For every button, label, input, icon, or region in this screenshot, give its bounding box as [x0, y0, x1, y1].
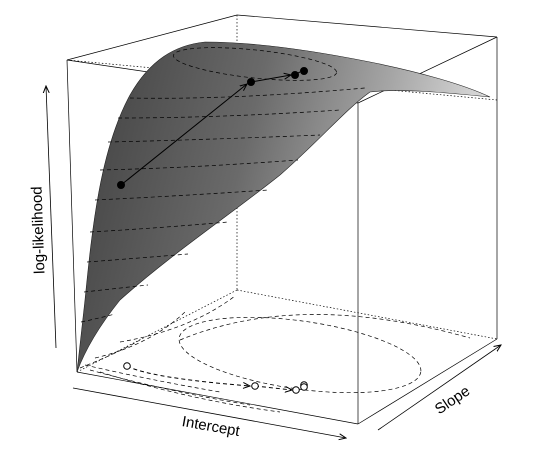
- surface-contour-1: [129, 87, 366, 99]
- likelihood-surface: [76, 41, 491, 373]
- box-edge-floor-right: [357, 338, 498, 425]
- surface-path-step-1: [120, 84, 247, 186]
- floor-optimization-path: [123, 362, 308, 394]
- floor-contour-outer-7: [79, 339, 141, 369]
- surface-optimization-path: [117, 67, 308, 189]
- box-edge-top-back: [236, 14, 498, 38]
- surface-point-2: [247, 78, 255, 86]
- surface-contour-4: [99, 159, 299, 171]
- y-axis-label: Slope: [432, 382, 473, 418]
- y-axis-arrow: [377, 345, 501, 431]
- floor-contour-outer-3: [94, 311, 186, 359]
- surface-contour-8: [83, 284, 149, 293]
- box-edge-top-right: [357, 36, 498, 104]
- surface-contour-5: [94, 189, 269, 201]
- floor-contour-outer-4: [84, 364, 221, 393]
- surface-contour-9: [80, 313, 116, 323]
- surface-point-1: [117, 181, 125, 189]
- surface-contour-3: [107, 134, 321, 143]
- surface-point-3: [291, 71, 299, 79]
- surface-contour-top-ellipse: [173, 47, 337, 81]
- floor-point-1: [123, 362, 131, 370]
- floor-contours: [79, 295, 471, 413]
- floor-contour-outer-1: [179, 314, 471, 341]
- floor-point-3: [292, 386, 300, 394]
- box-edge-back-floor-right: [236, 289, 498, 340]
- floor-point-2: [251, 382, 259, 390]
- surface-point-4: [300, 67, 308, 75]
- floor-point-5: [300, 383, 308, 391]
- surface-contours: [80, 47, 366, 323]
- box-edge-top-left: [66, 14, 238, 61]
- z-axis-arrow: [46, 86, 57, 349]
- floor-contour-ellipse-inner: [178, 316, 422, 394]
- axis-arrows: [46, 86, 501, 438]
- x-axis-arrow: [72, 387, 346, 438]
- surface-contour-7: [86, 253, 189, 263]
- floor-path-step-2: [254, 385, 292, 390]
- floor-path-step-1: [126, 365, 250, 386]
- box-edge-floor-front: [76, 371, 359, 425]
- surface-path-step-2: [250, 75, 291, 83]
- floor-contour-outer-6: [99, 371, 281, 413]
- floor-contour-outer-2: [119, 295, 236, 343]
- surface-contour-6: [89, 221, 229, 233]
- z-axis-label: log-likelihood: [28, 186, 48, 274]
- box-edge-left-vertical: [66, 59, 78, 373]
- surface-contour-2: [117, 109, 341, 119]
